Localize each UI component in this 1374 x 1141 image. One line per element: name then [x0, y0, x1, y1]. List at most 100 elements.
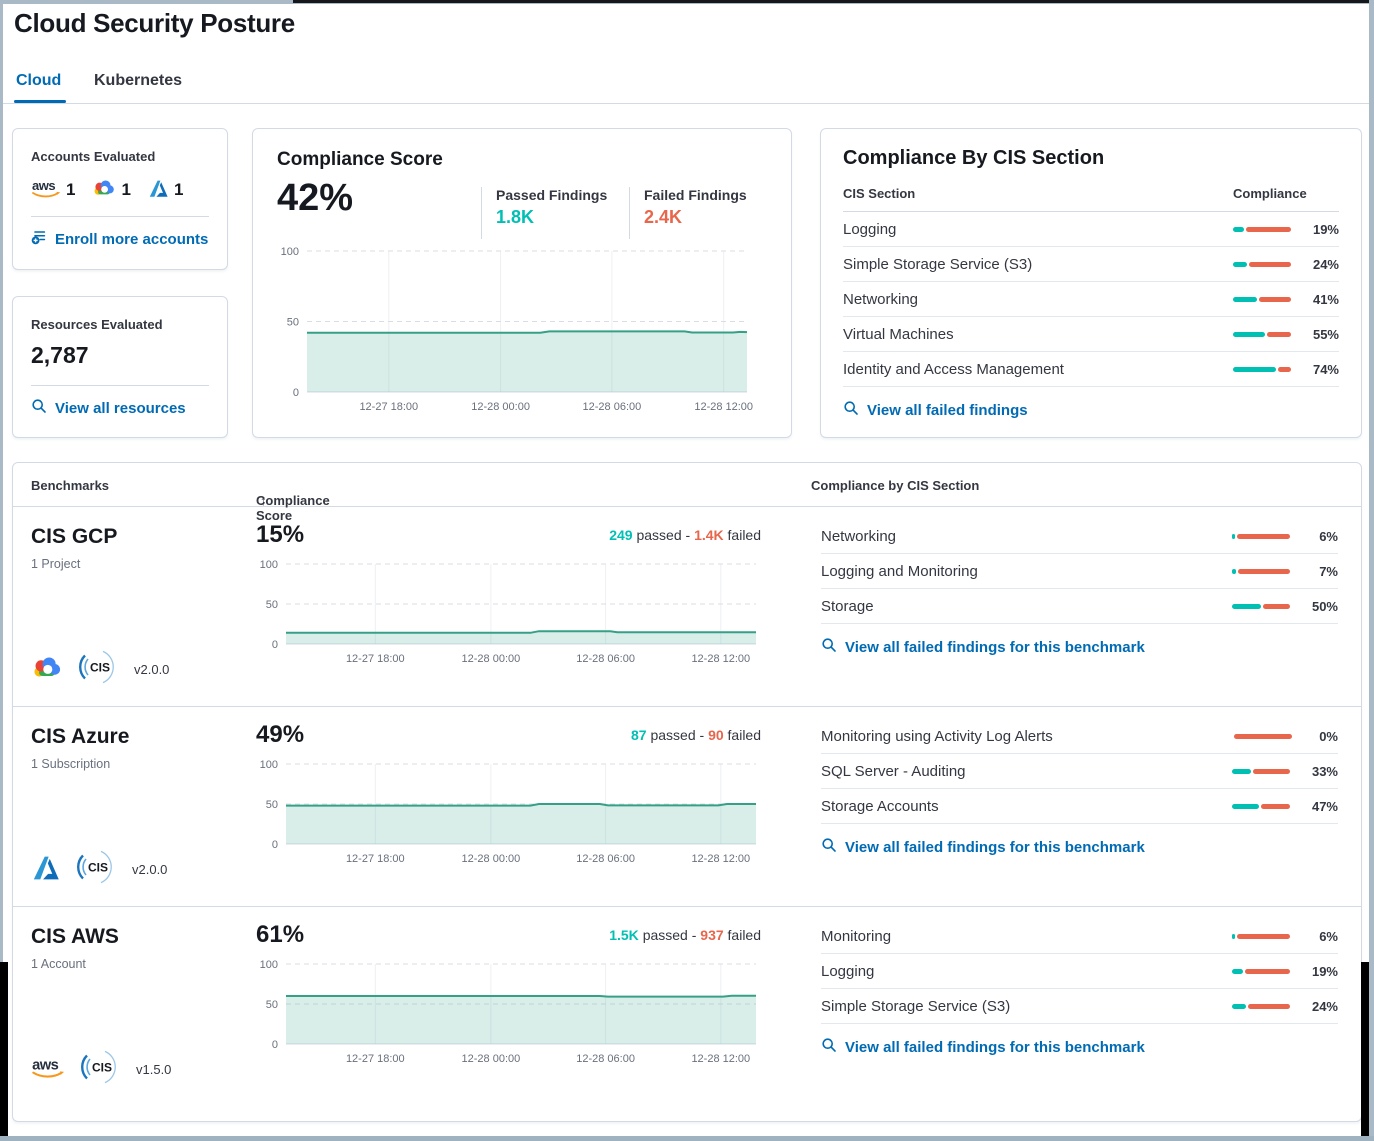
benchmark-trend-chart: 0 50 100 12-27 18:00 12-28 00:00 12-28 06:00 1… [256, 758, 761, 876]
cis-row-iam: Identity and Access Management 74% [843, 352, 1339, 387]
compliance-bar [1233, 366, 1291, 372]
cis-row-s3: Simple Storage Service (S3) 24% [843, 247, 1339, 282]
gcp-count-value: 1 [121, 180, 131, 199]
compliance-bar [1233, 331, 1291, 337]
compliance-bar [1233, 296, 1291, 302]
enroll-more-accounts-link[interactable]: Enroll more accounts [31, 229, 209, 249]
view-benchmark-failed-findings-link[interactable]: View all failed findings for this benchm… [821, 1037, 1338, 1057]
compliance-bar [1232, 768, 1290, 774]
section-row: SQL Server - Auditing 33% [821, 754, 1338, 789]
svg-text:12-27 18:00: 12-27 18:00 [359, 401, 418, 413]
svg-text:12-28 00:00: 12-28 00:00 [471, 401, 530, 413]
section-row: Logging 19% [821, 954, 1338, 989]
screenshot-artifact-black-right [1361, 962, 1369, 1136]
section-name: Networking [843, 290, 919, 308]
svg-text:12-28 12:00: 12-28 12:00 [694, 401, 753, 413]
azure-count-value: 1 [173, 180, 184, 199]
section-row: Storage 50% [821, 589, 1338, 624]
benchmark-logos: CIS v2.0.0 [31, 847, 167, 892]
search-icon [821, 1037, 837, 1057]
section-pct: 55% [1312, 326, 1339, 342]
compliance-by-cis-section-card: Compliance By CIS Section CIS Section Co… [820, 128, 1362, 438]
benchmarks-table-card: Benchmarks Compliance Score ↑ Compliance … [12, 462, 1362, 1122]
failed-count: 1.4K [694, 527, 724, 543]
section-row: Networking 6% [821, 519, 1338, 554]
passed-count: 1.5K [609, 927, 639, 943]
enroll-link-label: Enroll more accounts [55, 230, 209, 248]
svg-text:aws: aws [32, 1057, 59, 1073]
svg-text:12-28 06:00: 12-28 06:00 [576, 653, 635, 665]
section-pct: 7% [1319, 563, 1338, 579]
cis-row-logging: Logging 19% [843, 212, 1339, 247]
svg-text:CIS: CIS [88, 861, 108, 875]
failed-findings-kpi: Failed Findings 2.4K [629, 187, 747, 239]
section-pct: 74% [1312, 361, 1339, 377]
cis-row-networking: Networking 41% [843, 282, 1339, 317]
svg-text:50: 50 [266, 999, 278, 1011]
accounts-card-title: Accounts Evaluated [31, 149, 156, 164]
compliance-bar [1232, 803, 1290, 809]
compliance-bar [1232, 933, 1290, 939]
cis-logo-icon: CIS [74, 847, 114, 892]
failed-findings-label: Failed Findings [644, 187, 747, 203]
screenshot-artifact-black-left [0, 962, 8, 1136]
cis-sections-column-header: Compliance by CIS Section [811, 478, 980, 493]
benchmark-cis-sections: Networking 6% Logging and Monitoring 7% … [811, 519, 1348, 657]
section-name: Logging and Monitoring [821, 562, 978, 580]
benchmark-score: 61% [256, 921, 305, 948]
svg-text:12-28 00:00: 12-28 00:00 [462, 853, 521, 865]
passed-findings-kpi: Passed Findings 1.8K [481, 187, 607, 239]
view-failed-findings-label: View all failed findings [867, 401, 1028, 419]
azure-logo-icon [31, 853, 61, 886]
section-row: Monitoring using Activity Log Alerts 0% [821, 719, 1338, 754]
view-all-failed-findings-link[interactable]: View all failed findings [843, 400, 1339, 420]
cis-table-header: CIS Section Compliance [843, 186, 1339, 212]
svg-text:CIS: CIS [92, 1061, 112, 1075]
svg-text:aws: aws [32, 178, 55, 193]
svg-text:12-27 18:00: 12-27 18:00 [346, 653, 405, 665]
svg-text:100: 100 [260, 959, 278, 971]
tab-cloud[interactable]: Cloud [16, 72, 62, 89]
view-resources-label: View all resources [55, 399, 186, 417]
cis-logo-icon: CIS [78, 1047, 118, 1092]
benchmark-version: v2.0.0 [134, 662, 170, 677]
section-pct: 6% [1319, 528, 1338, 544]
section-pct: 19% [1312, 221, 1339, 237]
cis-row-virtual-machines: Virtual Machines 55% [843, 317, 1339, 352]
view-benchmark-failed-findings-link[interactable]: View all failed findings for this benchm… [821, 637, 1338, 657]
benchmarks-column-header: Benchmarks [31, 478, 110, 493]
search-icon [843, 400, 859, 420]
aws-count-value: 1 [66, 180, 76, 199]
section-name: Networking [821, 527, 897, 545]
svg-text:50: 50 [266, 799, 278, 811]
compliance-score-value: 42% [277, 177, 354, 219]
section-name: Storage Accounts [821, 797, 939, 815]
compliance-trend-chart: 0 50 100 12-27 18:00 12-28 00:00 12-28 06:00 1… [275, 239, 780, 417]
compliance-score-title: Compliance Score [277, 149, 443, 170]
view-benchmark-failed-findings-link[interactable]: View all failed findings for this benchm… [821, 837, 1338, 857]
section-name: Simple Storage Service (S3) [821, 997, 1011, 1015]
window-border-bottom [0, 1136, 1374, 1141]
active-tab-underline [14, 100, 66, 103]
svg-text:12-28 06:00: 12-28 06:00 [583, 401, 642, 413]
benchmark-row-cis-aws: CIS AWS 1 Account aws CIS v1.5.0 61% 1.5… [13, 907, 1361, 1123]
passed-failed-summary: 1.5K passed - 937 failed [609, 927, 761, 943]
section-pct: 24% [1311, 998, 1338, 1014]
page-title: Cloud Security Posture [14, 8, 295, 38]
section-pct: 33% [1311, 763, 1338, 779]
window-border-right [1369, 0, 1374, 1141]
benchmark-name: CIS Azure [31, 725, 130, 748]
svg-text:100: 100 [260, 759, 278, 771]
section-row: Simple Storage Service (S3) 24% [821, 989, 1338, 1024]
card-divider [31, 216, 209, 217]
benchmark-trend-chart: 0 50 100 12-27 18:00 12-28 00:00 12-28 06:00 1… [256, 558, 761, 676]
view-all-resources-link[interactable]: View all resources [31, 398, 209, 418]
compliance-bar [1233, 226, 1291, 232]
tab-kubernetes[interactable]: Kubernetes [94, 72, 183, 89]
provider-counts: aws 1 1 1 [31, 177, 209, 203]
svg-text:100: 100 [281, 246, 299, 258]
accounts-evaluated-card: Accounts Evaluated aws 1 1 1 Enroll more… [12, 128, 228, 270]
benchmark-name: CIS AWS [31, 925, 119, 948]
compliance-score-card: Compliance Score 42% Passed Findings 1.8… [252, 128, 792, 438]
benchmark-version: v1.5.0 [136, 1062, 172, 1077]
